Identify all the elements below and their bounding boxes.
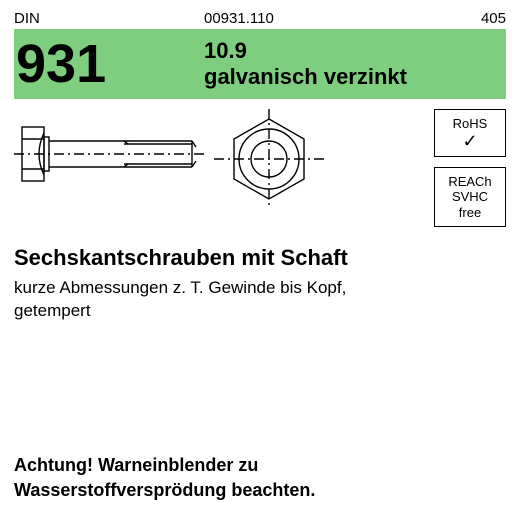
reach-line2: SVHC (439, 189, 501, 205)
warning-line1: Achtung! Warneinblender zu (14, 455, 258, 475)
rohs-badge: RoHS ✓ (434, 109, 506, 157)
header-standard: DIN (14, 10, 204, 27)
bolt-top-view (214, 109, 416, 209)
surface-finish: galvanisch verzinkt (204, 64, 506, 90)
header-ref: 405 (446, 10, 506, 27)
compliance-badges: RoHS ✓ REACh SVHC free (416, 109, 506, 227)
spec-details: 10.9 galvanisch verzinkt (204, 38, 506, 90)
reach-line3: free (439, 205, 501, 221)
check-icon: ✓ (439, 132, 501, 150)
warning-line2: Wasserstoffversprödung beachten. (14, 480, 315, 500)
subtitle-line2: getempert (14, 301, 91, 320)
spec-band: 931 10.9 galvanisch verzinkt (14, 29, 506, 99)
din-number: 931 (14, 37, 204, 91)
rohs-label: RoHS (439, 116, 501, 132)
header-code: 00931.110 (204, 10, 446, 27)
illustration-row: RoHS ✓ REACh SVHC free (14, 109, 506, 227)
strength-class: 10.9 (204, 38, 506, 64)
product-subtitle: kurze Abmessungen z. T. Gewinde bis Kopf… (14, 277, 506, 323)
subtitle-line1: kurze Abmessungen z. T. Gewinde bis Kopf… (14, 278, 346, 297)
header-row: DIN 00931.110 405 (14, 10, 506, 27)
product-title: Sechskantschrauben mit Schaft (14, 245, 506, 271)
reach-badge: REACh SVHC free (434, 167, 506, 228)
bolt-side-view (14, 109, 214, 204)
warning-text: Achtung! Warneinblender zu Wasserstoffve… (14, 453, 315, 502)
reach-line1: REACh (439, 174, 501, 190)
datasheet-page: DIN 00931.110 405 931 10.9 galvanisch ve… (0, 0, 520, 520)
